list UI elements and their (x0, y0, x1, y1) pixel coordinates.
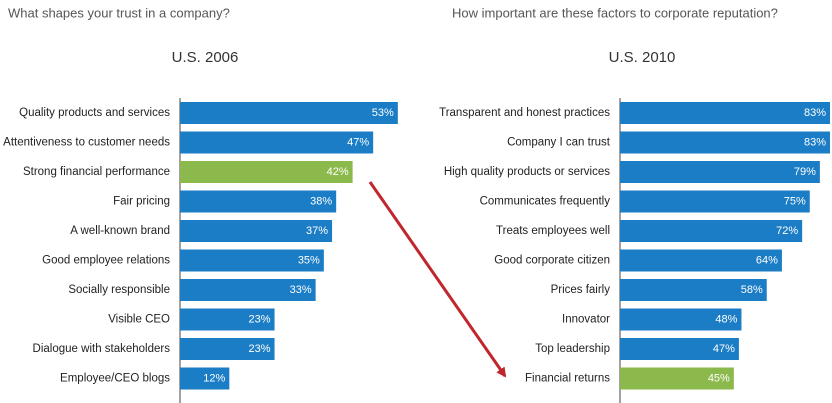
category-label: Top leadership (535, 343, 610, 355)
value-label: 48% (715, 313, 737, 325)
category-label: Dialogue with stakeholders (33, 343, 171, 355)
bar (620, 308, 742, 331)
value-label: 53% (372, 107, 394, 119)
value-label: 83% (804, 136, 826, 148)
arrow (368, 181, 507, 378)
value-label: 23% (248, 343, 270, 355)
category-label: Socially responsible (68, 284, 170, 296)
category-label: Fair pricing (113, 196, 170, 208)
category-label: Financial returns (525, 373, 610, 385)
value-label: 35% (298, 254, 320, 266)
value-label: 58% (741, 284, 763, 296)
bar (620, 338, 739, 360)
value-label: 64% (756, 254, 778, 266)
category-label: Company I can trust (507, 137, 611, 149)
category-label: A well-known brand (70, 225, 170, 237)
category-label: Attentiveness to customer needs (3, 137, 170, 149)
chart-title: What shapes your trust in a company? (8, 5, 230, 20)
bar (620, 190, 810, 213)
category-label: High quality products or services (444, 166, 610, 178)
category-label: Visible CEO (108, 314, 170, 326)
value-label: 37% (306, 225, 328, 237)
category-label: Quality products and services (19, 107, 170, 119)
bar (180, 220, 333, 242)
bar (620, 220, 803, 242)
value-label: 42% (327, 166, 349, 178)
category-label: Employee/CEO blogs (60, 373, 170, 385)
bar (620, 102, 830, 124)
value-label: 23% (248, 313, 270, 325)
value-label: 47% (347, 136, 369, 148)
bar (620, 249, 782, 272)
bar (620, 367, 734, 390)
bar (180, 190, 337, 213)
bar (620, 131, 830, 154)
chart-title: How important are these factors to corpo… (452, 5, 778, 20)
value-label: 79% (794, 166, 816, 178)
value-label: 38% (310, 195, 332, 207)
category-label: Innovator (562, 314, 610, 326)
value-label: 47% (713, 343, 735, 355)
category-label: Treats employees well (496, 225, 610, 237)
value-label: 33% (290, 284, 312, 296)
value-label: 12% (203, 372, 225, 384)
category-label: Strong financial performance (23, 166, 170, 178)
bar (620, 161, 820, 183)
bar (180, 308, 275, 331)
bar (180, 249, 324, 272)
value-label: 75% (784, 195, 806, 207)
bar (620, 279, 767, 301)
category-label: Communicates frequently (480, 196, 611, 208)
category-label: Good corporate citizen (494, 255, 610, 267)
value-label: 72% (776, 225, 798, 237)
bar (180, 131, 374, 154)
bar (180, 338, 275, 360)
bar (180, 102, 398, 124)
chart-subtitle: U.S. 2010 (609, 49, 676, 66)
category-label: Prices fairly (551, 284, 611, 296)
bar (180, 367, 230, 390)
value-label: 83% (804, 107, 826, 119)
bar (180, 161, 353, 183)
category-label: Good employee relations (42, 255, 170, 267)
value-label: 45% (708, 372, 730, 384)
category-label: Transparent and honest practices (439, 107, 610, 119)
bar (180, 279, 316, 301)
chart-subtitle: U.S. 2006 (172, 49, 239, 66)
